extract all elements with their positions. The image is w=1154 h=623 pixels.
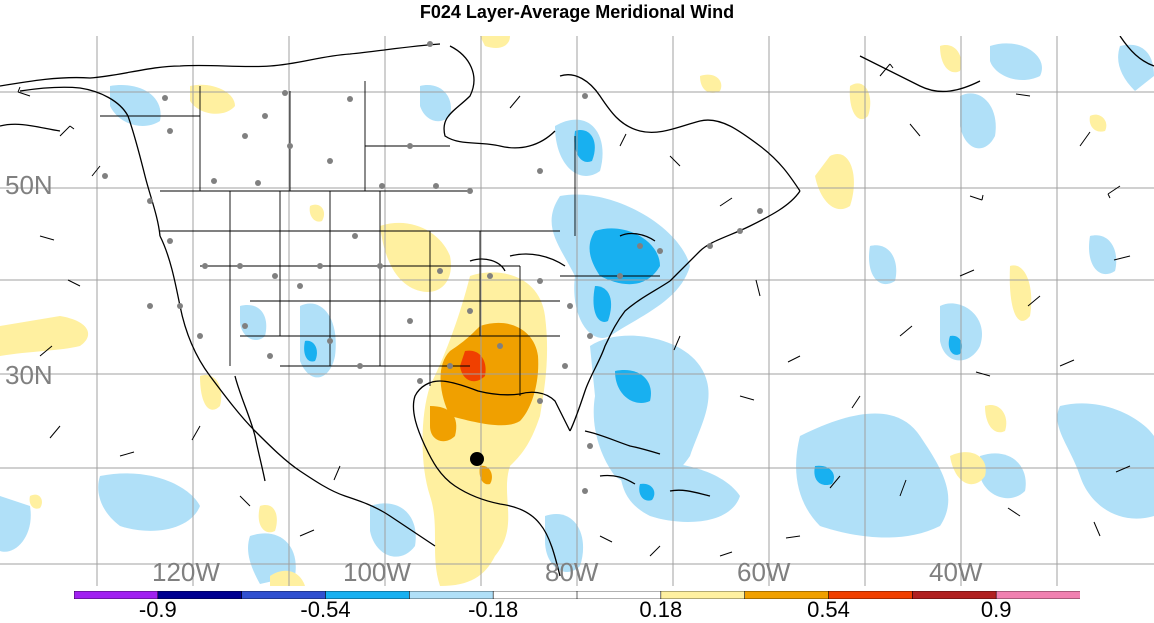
colorbar-tick-label: 0.54: [807, 597, 850, 622]
lon-label-40w: 40W: [929, 557, 983, 587]
location-marker: [470, 452, 484, 466]
colorbar-tick-label: -0.9: [138, 597, 177, 622]
graticule: [0, 36, 1154, 586]
wind-barbs: [17, 63, 1131, 557]
meridional-wind-map: [0, 36, 1154, 586]
station-dots: [102, 41, 763, 494]
colorbar: [74, 591, 1080, 599]
colorbar-tick-label: -0.18: [468, 597, 519, 622]
lon-label-120w: 120W: [152, 557, 220, 587]
political-boundaries: [100, 81, 660, 396]
lon-label-60w: 60W: [737, 557, 791, 587]
lon-label-100w: 100W: [343, 557, 411, 587]
colorbar-bin: [995, 591, 1080, 599]
page-title: F024 Layer-Average Meridional Wind: [419, 2, 735, 22]
colorbar-tick-label: -0.54: [300, 597, 351, 622]
colorbar-tick-label: 0.18: [639, 597, 683, 622]
wind-shading: [0, 36, 1154, 586]
lat-label-30n: 30N: [5, 360, 53, 390]
lat-label-50n: 50N: [5, 170, 53, 200]
lon-label-80w: 80W: [545, 557, 599, 587]
colorbar-tick-label: 0.9: [980, 597, 1012, 622]
